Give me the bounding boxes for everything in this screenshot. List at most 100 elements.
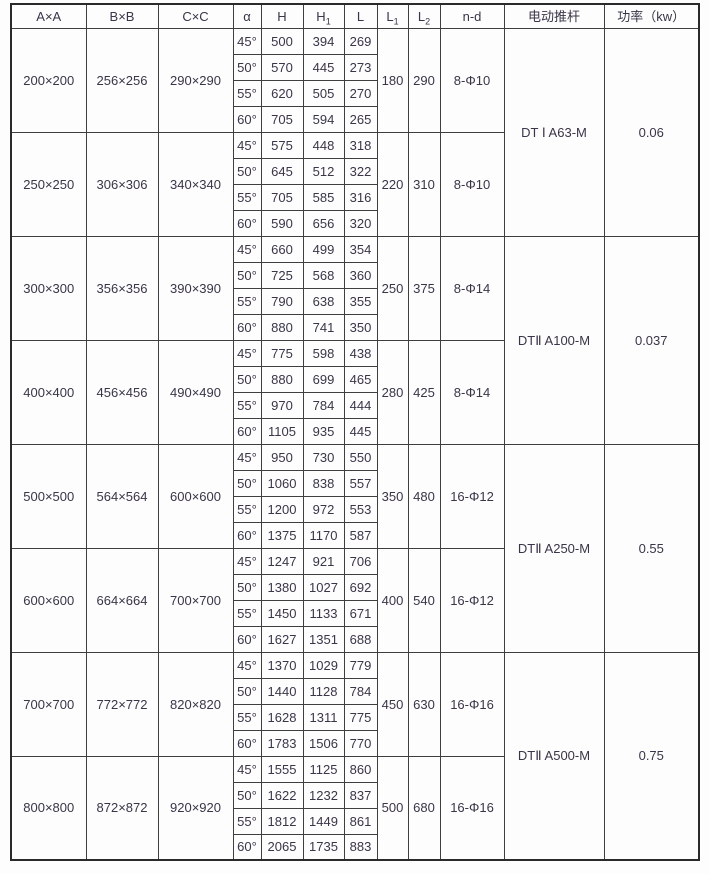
col-header-power: 功率（kw） xyxy=(603,3,700,29)
cell-l: 322 xyxy=(343,157,378,185)
cell-h1: 512 xyxy=(302,157,345,185)
cell-h1: 1029 xyxy=(302,651,345,679)
cell-nd: 8-Φ10 xyxy=(439,131,505,237)
cell-alpha: 55° xyxy=(232,391,262,419)
table-row: 400×400 456×456 490×490 45° 775 598 438 … xyxy=(10,339,699,445)
cell-alpha: 60° xyxy=(232,209,262,237)
cell-l: 770 xyxy=(343,729,378,757)
cell-h1: 838 xyxy=(302,469,345,497)
table-row: 50° 1622 1232 837 xyxy=(11,781,699,809)
cell-h: 2065 xyxy=(260,833,304,861)
cell-h: 950 xyxy=(260,443,304,471)
cell-axa: 200×200 xyxy=(10,27,87,133)
cell-l1: 250 xyxy=(376,235,409,341)
cell-alpha: 55° xyxy=(232,287,262,315)
col-header-l: L xyxy=(343,3,378,29)
cell-h: 1812 xyxy=(260,807,304,835)
col-header-h1: H1 xyxy=(302,3,345,29)
col-header-cxc: C×C xyxy=(157,3,234,29)
cell-h: 1380 xyxy=(260,573,304,601)
cell-nd: 16-Φ12 xyxy=(439,547,505,653)
cell-h1: 741 xyxy=(302,313,345,341)
cell-l2: 425 xyxy=(407,339,441,445)
cell-alpha: 45° xyxy=(232,339,262,367)
cell-cxc: 700×700 xyxy=(157,547,234,653)
table-row: 55° 620 505 270 xyxy=(11,79,699,107)
cell-h1: 1170 xyxy=(302,521,345,549)
cell-alpha: 50° xyxy=(232,781,262,809)
cell-l: 438 xyxy=(343,339,378,367)
cell-power: 0.75 xyxy=(603,651,700,861)
cell-l2: 480 xyxy=(407,443,441,549)
cell-nd: 8-Φ10 xyxy=(439,27,505,133)
cell-h: 570 xyxy=(260,53,304,81)
cell-l2: 630 xyxy=(407,651,441,757)
cell-alpha: 50° xyxy=(232,53,262,81)
table-row: 300×300 356×356 390×390 45° 660 499 354 … xyxy=(10,235,700,445)
table-row: 60° 2065 1735 883 xyxy=(11,833,699,861)
cell-cxc: 490×490 xyxy=(157,339,234,445)
cell-cxc: 390×390 xyxy=(157,235,234,341)
cell-h1: 730 xyxy=(302,443,345,471)
cell-h1: 921 xyxy=(302,547,345,575)
col-header-l2: L2 xyxy=(407,3,441,29)
cell-l: 860 xyxy=(343,755,378,783)
cell-bxb: 456×456 xyxy=(85,339,159,445)
cell-l: 354 xyxy=(343,235,378,263)
cell-h: 775 xyxy=(260,339,304,367)
cell-alpha: 55° xyxy=(232,599,262,627)
cell-cxc: 920×920 xyxy=(157,755,234,861)
cell-bxb: 356×356 xyxy=(85,235,159,341)
cell-alpha: 55° xyxy=(232,703,262,731)
cell-h1: 585 xyxy=(302,183,345,211)
cell-bxb: 772×772 xyxy=(85,651,159,757)
table-row: 50° 1380 1027 692 xyxy=(11,573,699,601)
cell-actuator: DTⅡ A500-M xyxy=(503,651,605,861)
cell-l1: 450 xyxy=(376,651,409,757)
cell-h: 1370 xyxy=(260,651,304,679)
table-row: 55° 790 638 355 xyxy=(11,287,699,315)
cell-h1: 1506 xyxy=(302,729,345,757)
cell-h1: 394 xyxy=(302,27,345,55)
col-header-bxb: B×B xyxy=(85,3,159,29)
cell-h1: 1128 xyxy=(302,677,345,705)
cell-h1: 1351 xyxy=(302,625,345,653)
cell-l: 269 xyxy=(343,27,378,55)
cell-actuator: DT Ⅰ A63-M xyxy=(503,27,605,237)
table-row: 60° 705 594 265 xyxy=(11,105,699,133)
cell-h1: 598 xyxy=(302,339,345,367)
cell-h: 970 xyxy=(260,391,304,419)
cell-h1: 699 xyxy=(302,365,345,393)
cell-alpha: 60° xyxy=(232,833,262,861)
cell-l: 270 xyxy=(343,79,378,107)
table-row: 50° 570 445 273 xyxy=(11,53,699,81)
cell-alpha: 55° xyxy=(232,807,262,835)
cell-alpha: 45° xyxy=(232,443,262,471)
cell-l: 550 xyxy=(343,443,378,471)
cell-actuator: DTⅡ A100-M xyxy=(503,235,605,445)
cell-alpha: 50° xyxy=(232,573,262,601)
cell-l: 553 xyxy=(343,495,378,523)
table-row: 200×200 256×256 290×290 45° 500 394 269 … xyxy=(10,27,700,237)
cell-h: 1200 xyxy=(260,495,304,523)
cell-bxb: 564×564 xyxy=(85,443,159,549)
table-row: 55° 1450 1133 671 xyxy=(11,599,699,627)
cell-l1: 220 xyxy=(376,131,409,237)
cell-l: 320 xyxy=(343,209,378,237)
cell-h: 1628 xyxy=(260,703,304,731)
cell-alpha: 60° xyxy=(232,313,262,341)
damper-spec-table: A×A B×B C×C α H H1 L L1 L2 n-d 电动推杆 功率（k… xyxy=(10,3,700,861)
cell-l1: 400 xyxy=(376,547,409,653)
cell-h1: 656 xyxy=(302,209,345,237)
cell-h1: 1125 xyxy=(302,755,345,783)
table-row: 60° 1627 1351 688 xyxy=(11,625,699,653)
cell-l: 688 xyxy=(343,625,378,653)
cell-alpha: 50° xyxy=(232,261,262,289)
cell-h: 1627 xyxy=(260,625,304,653)
cell-power: 0.55 xyxy=(603,443,700,653)
table-row: 600×600 664×664 700×700 45° 1247 921 706… xyxy=(10,547,699,653)
cell-h1: 935 xyxy=(302,417,345,445)
cell-l: 692 xyxy=(343,573,378,601)
cell-h: 1440 xyxy=(260,677,304,705)
cell-alpha: 60° xyxy=(232,417,262,445)
